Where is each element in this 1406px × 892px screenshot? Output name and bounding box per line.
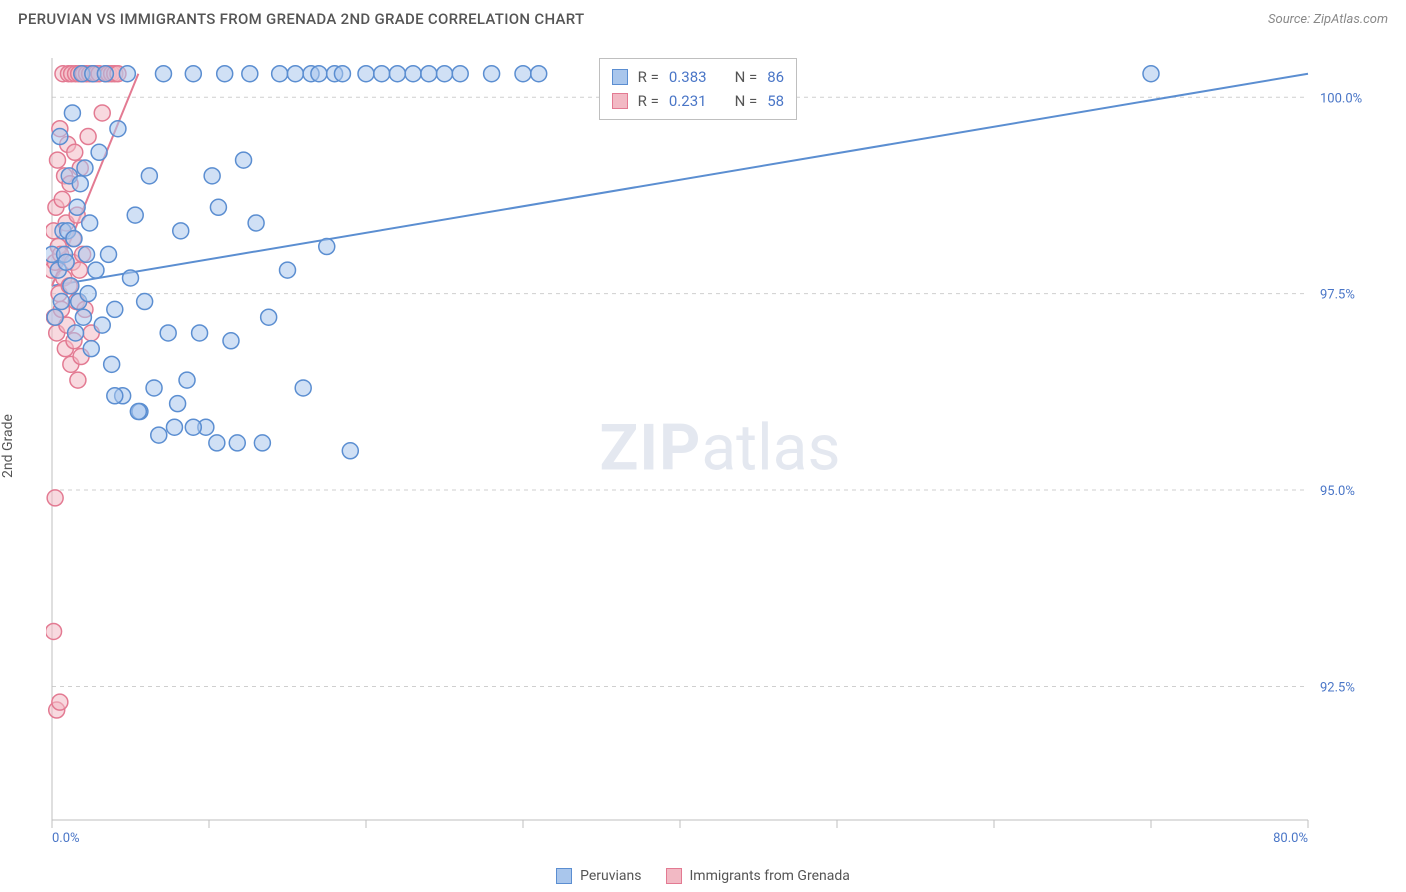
chart-area: 92.5%95.0%97.5%100.0%0.0%80.0% ZIPatlas … bbox=[46, 52, 1394, 844]
r-label-1: R = bbox=[638, 89, 659, 113]
r-label-0: R = bbox=[638, 65, 659, 89]
chart-header: PERUVIAN VS IMMIGRANTS FROM GRENADA 2ND … bbox=[0, 0, 1406, 34]
n-label-1: N = bbox=[735, 89, 758, 113]
r-value-0: 0.383 bbox=[669, 65, 707, 89]
n-value-0: 86 bbox=[767, 65, 784, 89]
svg-text:95.0%: 95.0% bbox=[1320, 484, 1355, 499]
r-value-1: 0.231 bbox=[669, 89, 707, 113]
legend-label-0: Peruvians bbox=[580, 868, 641, 884]
legend-item-1: Immigrants from Grenada bbox=[666, 868, 850, 884]
stats-row-series-0: R = 0.383 N = 86 bbox=[612, 65, 784, 89]
legend-swatch-0 bbox=[556, 868, 572, 884]
legend-item-0: Peruvians bbox=[556, 868, 641, 884]
legend-swatch-1 bbox=[666, 868, 682, 884]
chart-legend: Peruvians Immigrants from Grenada bbox=[0, 868, 1406, 884]
n-label-0: N = bbox=[735, 65, 758, 89]
source-link[interactable]: ZipAtlas.com bbox=[1313, 12, 1388, 27]
correlation-stats-box: R = 0.383 N = 86 R = 0.231 N = 58 bbox=[599, 58, 797, 120]
scatter-plot: 92.5% 95.0% 97.5% 100.0% 0.0% 80.0% bbox=[46, 52, 1394, 844]
svg-text:100.0%: 100.0% bbox=[1320, 91, 1362, 106]
y-axis-label: 2nd Grade bbox=[0, 414, 16, 478]
svg-text:97.5%: 97.5% bbox=[1320, 288, 1355, 303]
swatch-series-1 bbox=[612, 93, 628, 109]
svg-text:92.5%: 92.5% bbox=[1320, 680, 1355, 695]
stats-row-series-1: R = 0.231 N = 58 bbox=[612, 89, 784, 113]
chart-source: Source: ZipAtlas.com bbox=[1268, 12, 1388, 27]
source-label: Source: bbox=[1268, 12, 1310, 27]
svg-text:80.0%: 80.0% bbox=[1273, 831, 1308, 844]
chart-title: PERUVIAN VS IMMIGRANTS FROM GRENADA 2ND … bbox=[18, 10, 584, 28]
n-value-1: 58 bbox=[767, 89, 784, 113]
legend-label-1: Immigrants from Grenada bbox=[690, 868, 850, 884]
swatch-series-0 bbox=[612, 69, 628, 85]
svg-text:0.0%: 0.0% bbox=[52, 831, 80, 844]
